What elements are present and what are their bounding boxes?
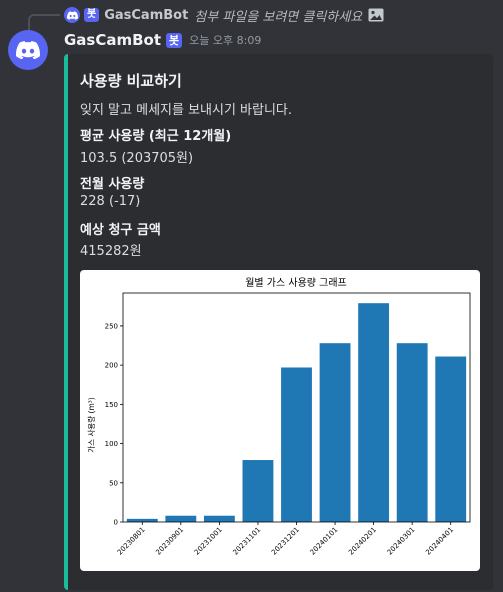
y-tick-label: 50 (109, 479, 118, 487)
reply-bot-tag: 봇 (84, 8, 100, 22)
field-name-average-usage: 평균 사용량 (최근 12개월) (80, 129, 232, 144)
bar-chart: 월별 가스 사용량 그래프 가스 사용량 (m³) 0 50 100 150 200 25… (87, 277, 471, 557)
reply-reference[interactable]: 봇 GasCamBot 첨부 파일을 보려면 클릭하세요 (64, 5, 384, 25)
x-tick-label: 20240201 (347, 526, 378, 557)
chart-bar (203, 515, 235, 522)
chart-bar (242, 460, 274, 522)
x-tick-label: 20240301 (386, 526, 417, 557)
discord-logo-icon (66, 10, 78, 20)
y-tick-label: 100 (105, 440, 118, 448)
reply-avatar[interactable] (64, 7, 80, 23)
x-tick-label: 20230801 (116, 526, 147, 557)
y-tick-label: 200 (105, 362, 118, 370)
chart-bar (396, 343, 428, 522)
chart-bar (358, 303, 390, 522)
message-timestamp[interactable]: 오늘 오후 8:09 (189, 34, 262, 47)
reply-author[interactable]: GasCamBot (104, 7, 189, 23)
chart-bar (165, 515, 197, 522)
chart-bar (435, 356, 467, 522)
embed: 사용량 비교하기 잊지 말고 메세지를 보내시기 바랍니다. 평균 사용량 (최… (64, 54, 493, 590)
field-value-last-month-usage: 228 (-17) (80, 194, 141, 209)
x-tick-label: 20231101 (232, 526, 263, 557)
x-tick-label: 20230901 (154, 526, 185, 557)
chart-bar (319, 343, 351, 522)
chart-ylabel: 가스 사용량 (m³) (87, 397, 96, 453)
message-header: GasCamBot 봇 오늘 오후 8:09 (64, 30, 261, 50)
reply-text[interactable]: 첨부 파일을 보려면 클릭하세요 (194, 9, 363, 25)
chart-title: 월별 가스 사용량 그래프 (245, 277, 347, 289)
y-tick-label: 0 (114, 519, 118, 527)
message-author[interactable]: GasCamBot (64, 31, 162, 49)
y-tick-label: 250 (105, 322, 118, 330)
x-tick-label: 20231201 (270, 526, 301, 557)
embed-description: 잊지 말고 메세지를 보내시기 바랍니다. (80, 103, 293, 118)
field-value-expected-bill: 415282원 (80, 244, 142, 259)
chart-bar (126, 518, 158, 522)
x-tick-label: 20240401 (424, 526, 455, 557)
x-tick-label: 20240101 (309, 526, 340, 557)
discord-logo-icon (16, 41, 40, 59)
chart-bar (281, 367, 312, 522)
reply-connector (28, 14, 60, 32)
field-value-average-usage: 103.5 (203705원) (80, 151, 194, 166)
image-icon[interactable] (368, 8, 384, 22)
chart-image[interactable]: 월별 가스 사용량 그래프 가스 사용량 (m³) 0 50 100 150 200 25… (80, 270, 480, 571)
field-name-last-month-usage: 전월 사용량 (80, 177, 145, 192)
y-tick-label: 150 (105, 401, 118, 409)
field-name-expected-bill: 예상 청구 금액 (80, 223, 161, 238)
avatar[interactable] (8, 30, 48, 70)
bot-tag: 봇 (166, 32, 183, 48)
embed-title: 사용량 비교하기 (80, 72, 182, 90)
x-tick-label: 20231001 (193, 526, 224, 557)
